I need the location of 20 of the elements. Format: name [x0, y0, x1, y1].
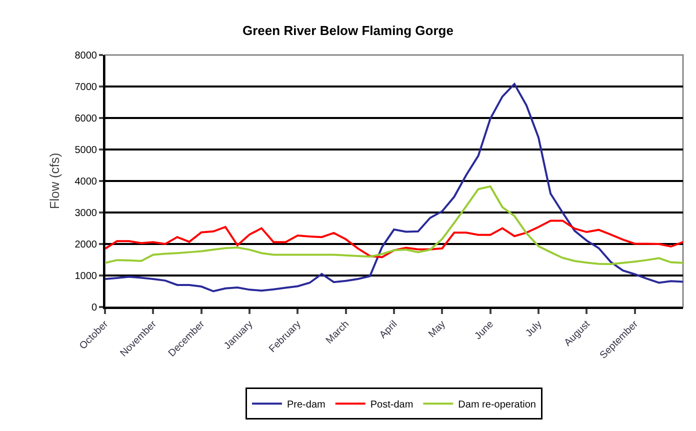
- y-tick-label: 3000: [74, 208, 98, 219]
- legend-label: Dam re-operation: [458, 400, 536, 411]
- x-tick-label: July: [524, 318, 544, 340]
- y-tick-label: 8000: [74, 50, 98, 62]
- legend-label: Pre-dam: [287, 400, 326, 411]
- y-tick-label: 1000: [74, 271, 98, 282]
- y-axis-title: Flow (cfs): [47, 152, 62, 210]
- y-tick-label: 5000: [74, 145, 98, 156]
- line-series: [105, 82, 683, 292]
- line-series: [105, 185, 683, 266]
- legend-label: Post-dam: [370, 400, 414, 411]
- y-tick-label: 6000: [74, 114, 98, 124]
- y-tick-label: 0: [91, 302, 98, 314]
- y-tick-label: 7000: [74, 82, 98, 93]
- x-tick-label: June: [472, 318, 496, 342]
- y-tick-label: 2000: [74, 240, 98, 250]
- y-tick-label: 4000: [74, 176, 98, 188]
- line-series: [105, 220, 683, 258]
- chart-title: Green River Below Flaming Gorge: [242, 22, 454, 38]
- x-tick-label: May: [426, 318, 448, 340]
